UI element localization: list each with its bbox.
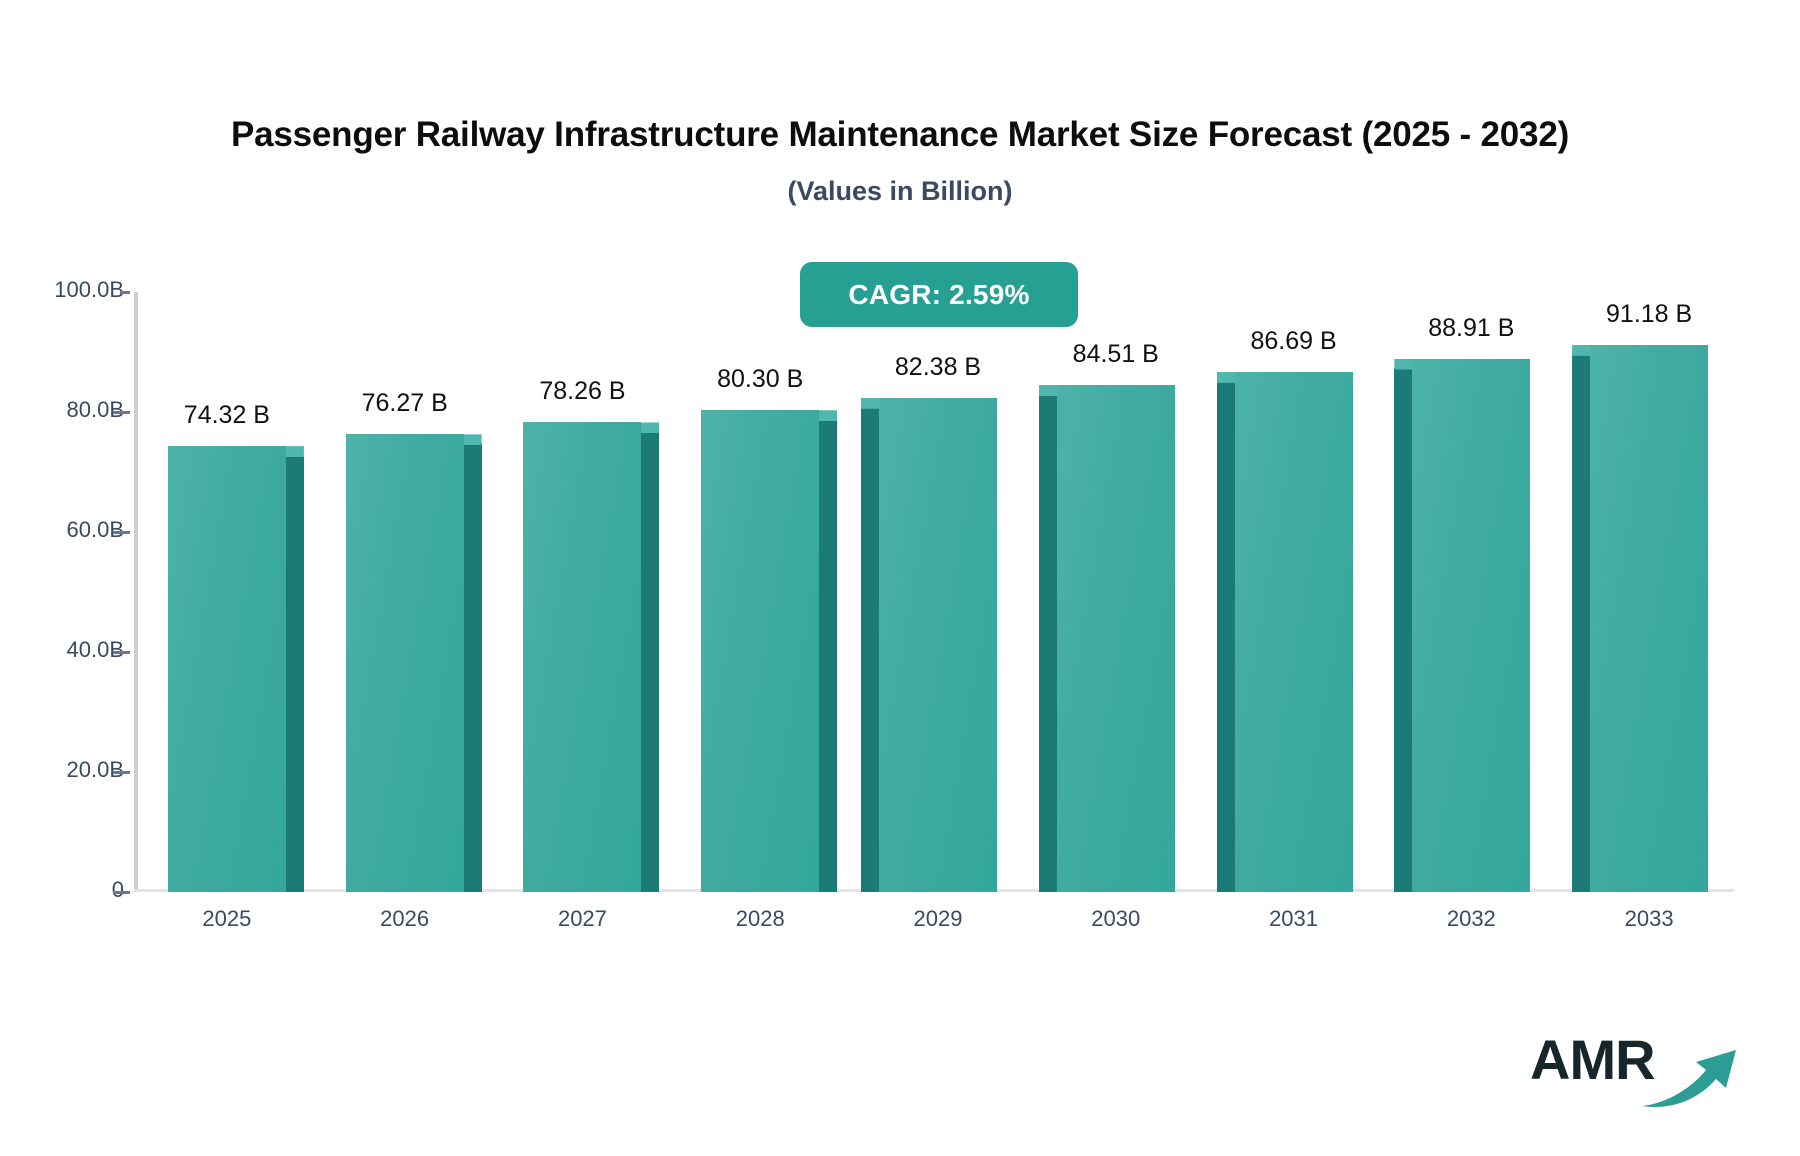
- bar-front-face: [523, 422, 642, 892]
- y-axis-tick-mark: [113, 651, 130, 654]
- bar-depth-face: [1216, 380, 1235, 892]
- y-axis-tick-label: 80.0B: [66, 397, 125, 422]
- bar-2030[interactable]: [1038, 384, 1175, 892]
- y-axis-tick-mark: [113, 771, 130, 774]
- y-axis-tick-mark: [120, 291, 130, 294]
- y-axis-tick-mark: [113, 411, 130, 414]
- x-axis-label-2027: 2027: [557, 906, 607, 931]
- bar-depth-face: [1572, 353, 1591, 892]
- bar-value-label: 78.26 B: [539, 377, 626, 406]
- y-axis-tick-label: 20.0B: [66, 757, 125, 782]
- bar-value-label: 84.51 B: [1072, 339, 1159, 368]
- bar-value-label: 74.32 B: [183, 401, 270, 430]
- bar-2027[interactable]: [523, 422, 660, 892]
- bar-depth-face: [641, 431, 660, 892]
- bar-2033[interactable]: [1572, 344, 1709, 892]
- x-axis-label-2033: 2033: [1624, 906, 1674, 931]
- y-axis-spine: [134, 292, 138, 892]
- bar-front-face: [701, 410, 820, 892]
- bar-series: 74.32 B 76.27 B 78.26 B 80.30 B 82.38 B 84.51…: [138, 240, 1738, 892]
- bar-depth-face: [285, 455, 304, 892]
- page-title: Passenger Railway Infrastructure Mainten…: [230, 115, 1570, 154]
- y-axis-tick-label: 60.0B: [66, 517, 125, 542]
- bar-2029[interactable]: [861, 397, 997, 892]
- x-axis-label-2029: 2029: [913, 906, 963, 931]
- amr-logo-text: AMR: [1530, 1028, 1656, 1091]
- bar-front-face: [1590, 344, 1709, 892]
- bar-depth-face: [1394, 367, 1413, 892]
- x-axis-label-2025: 2025: [202, 906, 252, 931]
- growth-arrow-icon: [1642, 1050, 1736, 1107]
- x-axis-label-2028: 2028: [735, 906, 785, 931]
- bar-value-label: 82.38 B: [894, 352, 982, 381]
- bar-front-face: [879, 397, 997, 892]
- y-axis-tick-mark: [113, 531, 130, 534]
- page-subtitle: (Values in Billion): [787, 176, 1013, 206]
- y-axis-tick-label: 100.0B: [54, 277, 124, 302]
- y-axis-tick-mark: [113, 891, 130, 894]
- bar-value-label: 86.69 B: [1250, 326, 1337, 355]
- x-axis-label-2032: 2032: [1446, 906, 1496, 931]
- bar-2025[interactable]: [167, 446, 304, 892]
- bar-2026[interactable]: [345, 434, 482, 892]
- bar-depth-face: [861, 406, 879, 892]
- bar-depth-face: [819, 419, 838, 892]
- amr-logo: AMR: [1530, 1030, 1740, 1110]
- bar-depth-face: [463, 443, 482, 892]
- cagr-badge: CAGR: 2.59%: [800, 262, 1078, 327]
- y-axis-tick-label: 0: [111, 877, 124, 902]
- bar-front-face: [1234, 371, 1353, 892]
- bar-value-label: 76.27 B: [361, 389, 448, 418]
- x-axis-label-2031: 2031: [1269, 906, 1319, 931]
- bar-value-label: 88.91 B: [1428, 313, 1515, 342]
- bar-value-label: 91.18 B: [1606, 299, 1693, 328]
- bar-front-face: [167, 446, 286, 892]
- cagr-badge-label: CAGR: 2.59%: [848, 278, 1030, 310]
- bar-2028[interactable]: [701, 410, 838, 892]
- x-axis-label-2026: 2026: [380, 906, 430, 931]
- bar-front-face: [1412, 358, 1531, 892]
- y-axis-tick-label: 40.0B: [66, 637, 125, 662]
- bar-value-label: 80.30 B: [717, 365, 804, 394]
- bar-2032[interactable]: [1394, 358, 1531, 892]
- bar-2031[interactable]: [1216, 371, 1353, 892]
- x-axis-label-2030: 2030: [1091, 906, 1141, 931]
- bar-front-face: [345, 434, 464, 892]
- bar-front-face: [1056, 384, 1175, 892]
- bar-depth-face: [1038, 393, 1057, 892]
